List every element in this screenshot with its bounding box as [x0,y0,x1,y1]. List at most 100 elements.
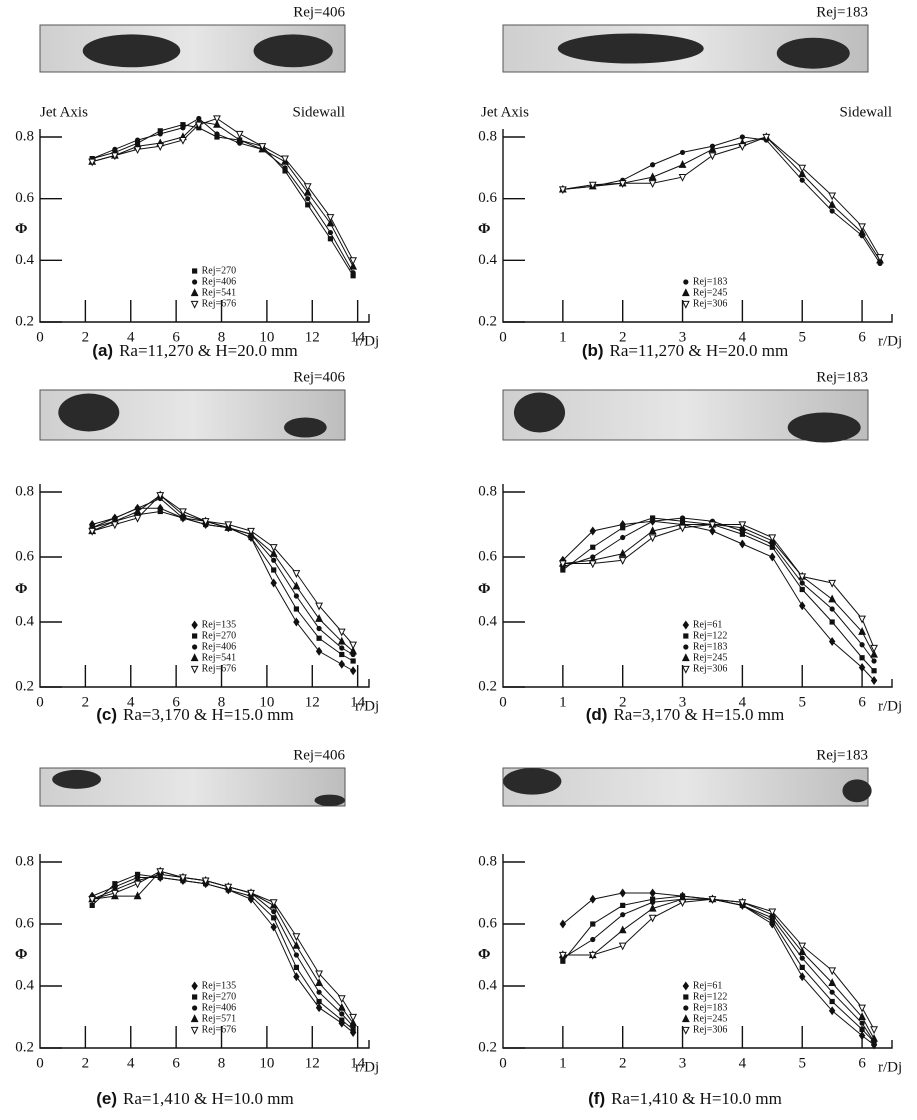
caption: (b) Ra=11,270 & H=20.0 mm [582,341,788,361]
data-point [870,676,878,685]
y-tick-label: 0.2 [478,678,497,694]
x-tick-label: 0 [499,1055,507,1071]
data-point [339,1017,345,1023]
y-axis-label: Φ [15,946,27,962]
annotation: Sidewall [293,104,346,120]
data-point [870,649,878,658]
data-point [134,512,141,518]
data-point [247,889,255,898]
data-point [293,617,300,627]
panel-label: (a) [92,341,113,360]
data-point [738,521,747,530]
data-point [618,942,627,951]
legend-marker [190,1014,199,1023]
y-tick-label: 0.6 [15,915,34,931]
x-tick-label: 8 [218,1055,226,1071]
caption: (a) Ra=11,270 & H=20.0 mm [92,341,297,361]
data-point [305,196,311,202]
data-point [338,659,345,669]
data-point [618,549,627,557]
legend-marker [192,994,198,1000]
data-point [270,922,277,932]
data-point [316,989,322,995]
data-point [133,880,142,889]
y-axis-label: Φ [478,581,490,597]
axis-line [502,129,893,323]
data-point [224,883,233,892]
data-point [326,218,335,227]
data-point [349,1018,358,1027]
panel-label: (b) [582,341,604,360]
y-tick-label: 0.8 [15,483,34,499]
series-line [562,136,881,258]
data-point [315,970,323,979]
x-axis-label: r/Dj [878,1059,902,1075]
x-axis-label: r/Dj [355,1059,379,1075]
x-tick-label: 6 [172,1055,180,1071]
data-point [588,951,597,960]
legend-marker [190,300,199,309]
image-label: Rej=183 [816,4,868,20]
y-tick-label: 0.6 [15,548,34,564]
data-point [293,593,299,599]
data-point [858,1012,866,1021]
legend-label: Rej=61 [693,980,723,991]
y-tick-label: 0.8 [15,128,34,144]
data-point [650,515,656,521]
x-tick-label: 1 [559,329,567,345]
legend-label: Rej=270 [202,991,237,1002]
legend-marker [683,279,689,285]
legend-label: Rej=183 [693,641,728,652]
data-point [648,903,657,912]
data-point [739,531,745,537]
axis-line [39,129,370,323]
data-point [194,121,203,130]
legend-marker [190,665,199,674]
data-point [292,570,301,578]
data-point [337,1002,346,1011]
data-point [305,202,311,208]
data-point [349,1013,358,1022]
data-point [270,578,277,588]
data-point [859,1020,865,1026]
caption: (f) Ra=1,410 & H=10.0 mm [588,1089,782,1109]
flow-region [253,34,333,68]
x-tick-label: 14 [350,694,366,710]
data-point [798,947,807,955]
y-tick-label: 0.4 [15,977,34,993]
legend-label: Rej=541 [202,652,237,663]
x-tick-label: 12 [305,694,320,710]
y-tick-label: 0.4 [478,252,497,268]
panel-label: (c) [96,705,117,724]
y-tick-label: 0.6 [478,548,497,564]
axis-line [39,484,370,688]
data-point [213,119,221,128]
image-label: Rej=406 [293,747,345,763]
panel-title: Ra=3,170 & H=15.0 mm [123,705,294,724]
data-point [133,146,142,155]
data-point [560,567,566,573]
panel-title: Ra=3,170 & H=15.0 mm [613,705,784,724]
data-point [708,152,717,161]
panel-title: Ra=1,410 & H=10.0 mm [611,1089,782,1108]
panel-label: (f) [588,1089,605,1108]
x-axis-label: r/Dj [355,698,379,714]
data-point [350,658,356,664]
y-axis-label: Φ [15,221,27,237]
data-point [350,273,356,279]
legend-label: Rej=183 [693,276,728,287]
data-point [258,143,267,151]
legend-marker [681,1014,690,1023]
series-line [562,517,875,672]
data-point [349,646,358,655]
data-point [110,889,119,898]
data-point [876,254,884,262]
data-point [829,998,835,1005]
data-point [650,896,656,902]
data-point [620,534,626,541]
x-tick-label: 6 [172,329,180,345]
data-point [858,1004,866,1013]
data-point [590,921,596,927]
data-point [768,534,777,543]
flow-region [314,794,345,806]
